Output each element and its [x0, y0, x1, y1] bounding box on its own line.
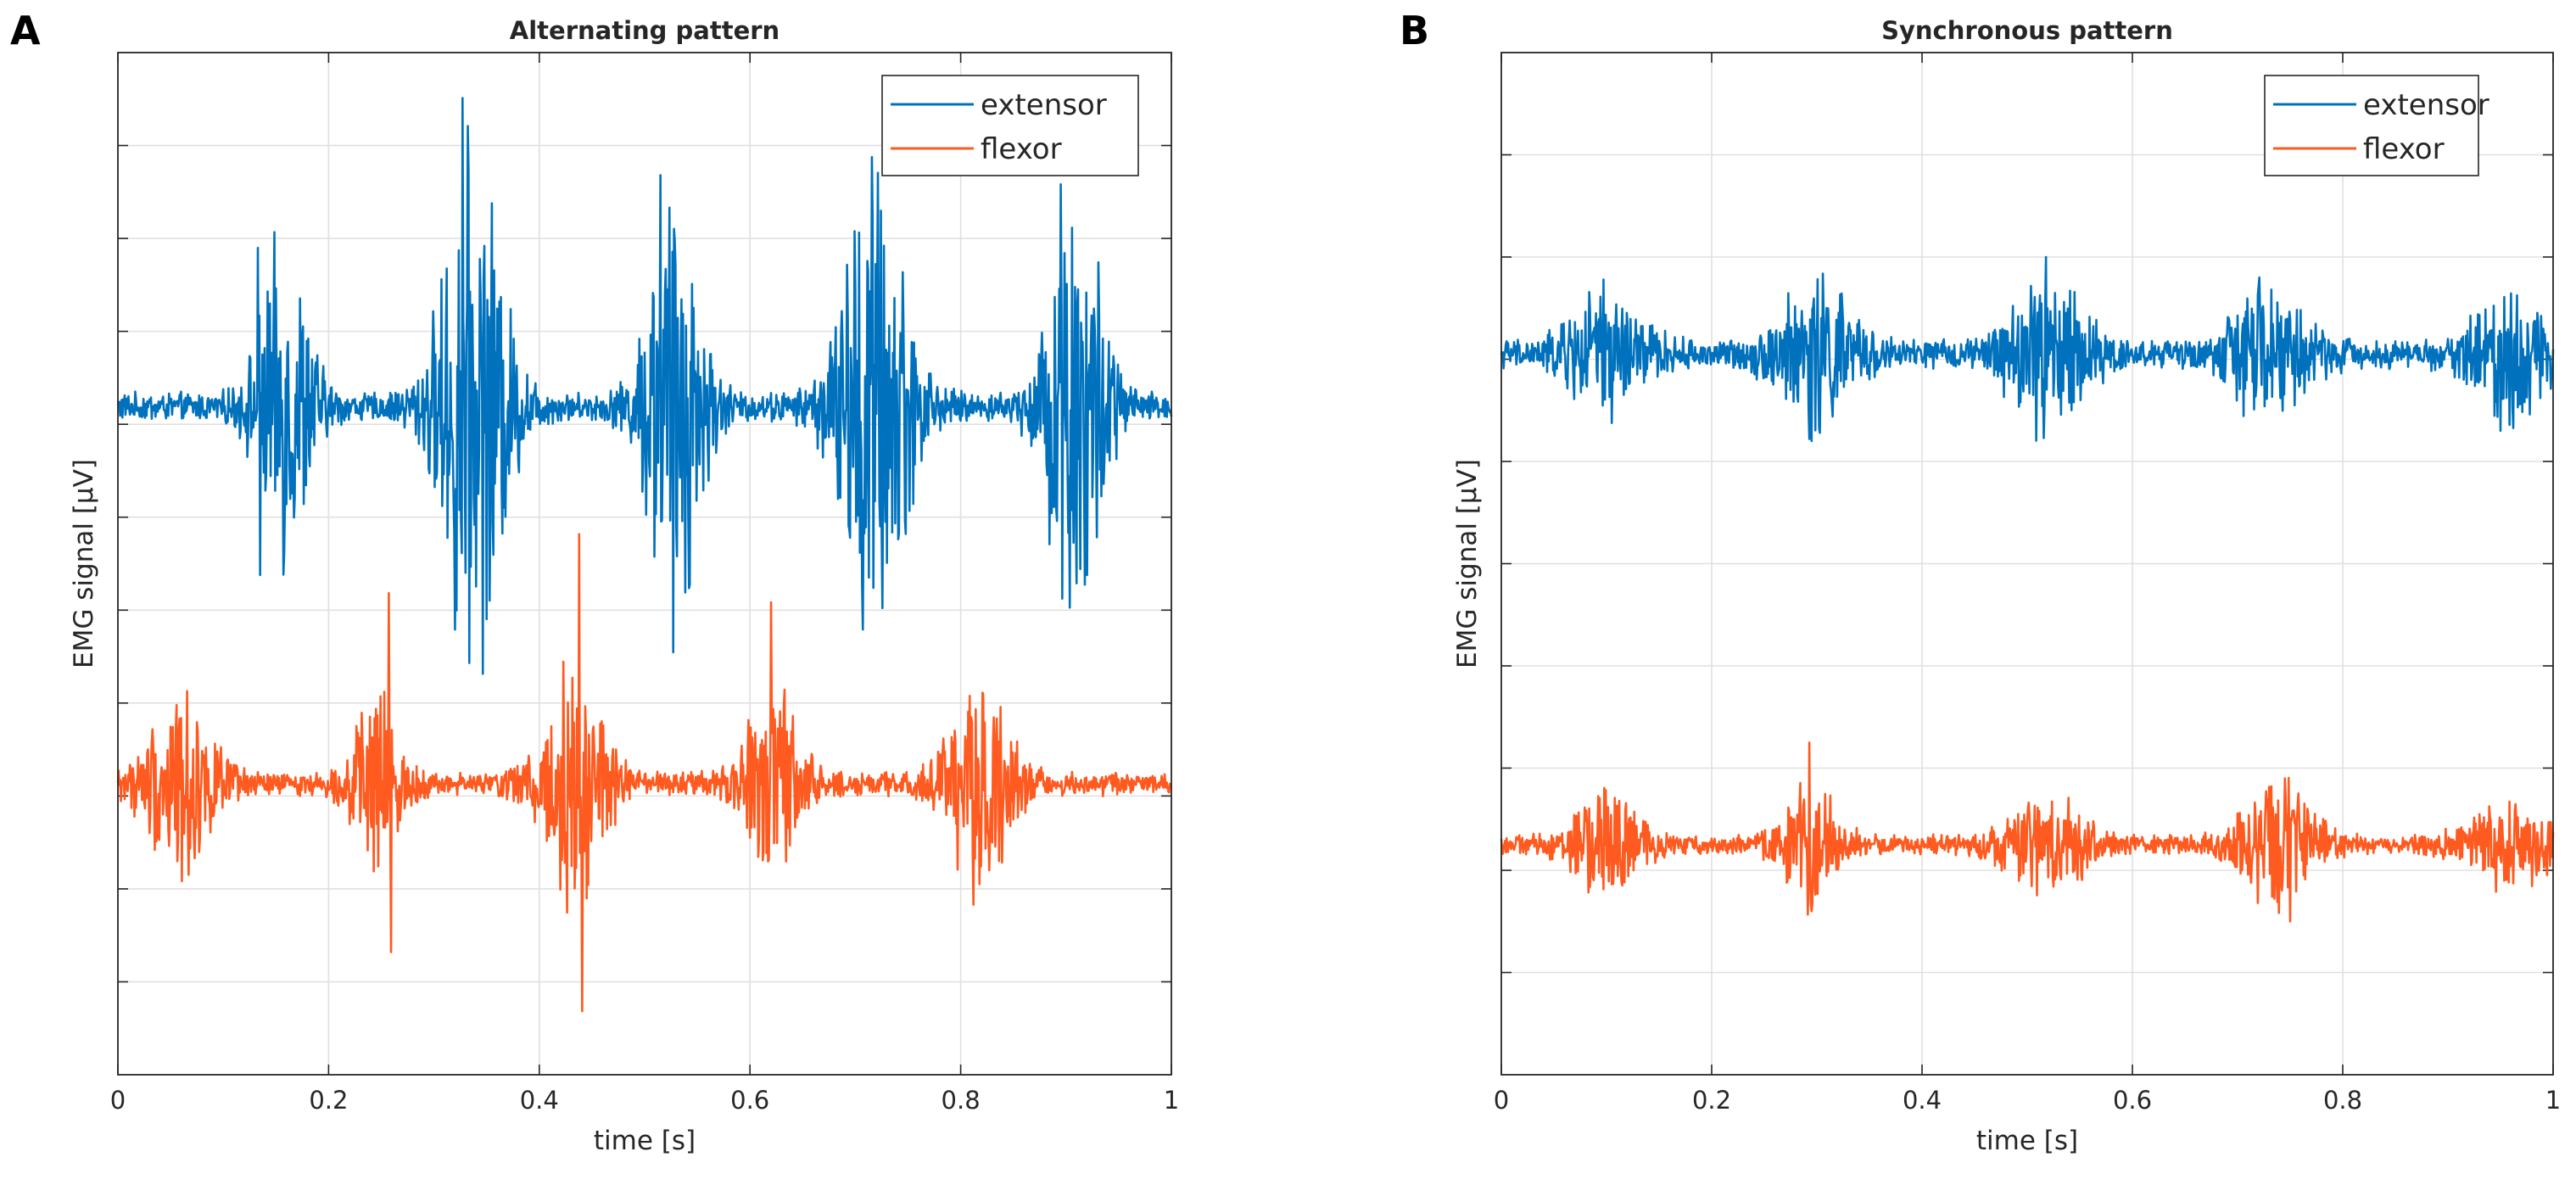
x-tick-label: 0.8	[942, 1086, 981, 1115]
x-axis-label: time [s]	[1976, 1126, 2078, 1156]
legend: extensor flexor	[881, 75, 1139, 176]
x-tick-label: 0.4	[520, 1086, 559, 1115]
axes-box	[117, 52, 1172, 1076]
legend-label-extensor: extensor	[2363, 88, 2489, 122]
axes-box	[1500, 52, 2554, 1076]
x-tick-label: 0.6	[2113, 1086, 2152, 1115]
y-axis-label: EMG signal [μV]	[69, 459, 99, 668]
x-axis-label: time [s]	[594, 1126, 696, 1156]
plot-area	[118, 53, 1171, 1075]
legend-label-extensor: extensor	[981, 88, 1107, 122]
y-axis-label: EMG signal [μV]	[1452, 459, 1483, 668]
legend-label-flexor: flexor	[2363, 132, 2445, 166]
chart-panel-alternating: 0 0.2 0.4 0.6 0.8 1 Alternating pattern time [s…	[69, 16, 1179, 1156]
series-line-extensor	[116, 97, 1173, 675]
x-tick-label: 0.8	[2323, 1086, 2362, 1115]
series-line-flexor	[1500, 741, 2555, 923]
series-line-flexor	[116, 533, 1173, 1013]
x-tick-label: 0.6	[730, 1086, 769, 1115]
x-tick-label: 0.4	[1903, 1086, 1942, 1115]
legend-box	[2264, 75, 2479, 176]
x-tick-label: 0.2	[1692, 1086, 1731, 1115]
legend: extensor flexor	[2264, 75, 2489, 176]
chart-panel-synchronous: 0 0.2 0.4 0.6 0.8 1 Synchronous pattern time [s…	[1452, 16, 2561, 1156]
chart-title: Synchronous pattern	[1881, 16, 2173, 45]
x-tick-label: 0	[1494, 1086, 1509, 1115]
legend-label-flexor: flexor	[981, 132, 1062, 166]
series-line-extensor	[1500, 255, 2555, 443]
panel-letter-b: B	[1400, 8, 1429, 53]
chart-title: Alternating pattern	[510, 16, 780, 45]
panel-letter-a: A	[10, 8, 41, 53]
x-tick-label: 1	[2545, 1086, 2561, 1115]
x-tick-label: 1	[1164, 1086, 1179, 1115]
legend-box	[881, 75, 1139, 176]
x-tick-label: 0	[110, 1086, 126, 1115]
x-tick-label: 0.2	[309, 1086, 348, 1115]
